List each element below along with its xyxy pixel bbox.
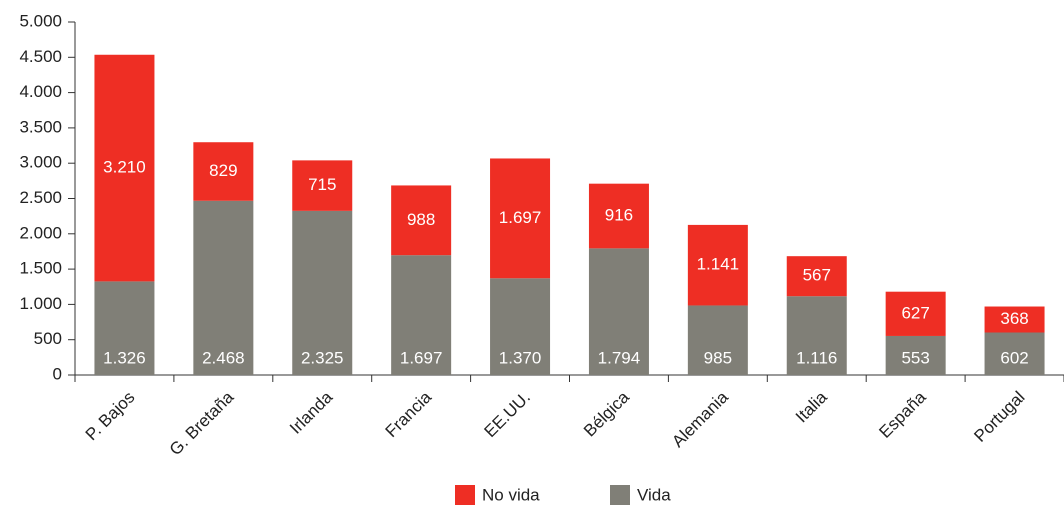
value-label: 1.116 — [796, 348, 837, 367]
y-tick-label: 4.000 — [19, 82, 62, 101]
x-tick-label: EE.UU. — [481, 388, 535, 442]
value-label: 602 — [1000, 348, 1028, 367]
bar-segment — [984, 306, 1045, 333]
bar-segment — [588, 183, 649, 249]
x-tick-label: Irlanda — [286, 387, 337, 438]
bar-segment — [490, 158, 551, 279]
bar-segment — [786, 296, 847, 375]
value-label: 1.370 — [499, 348, 542, 367]
value-label: 368 — [1000, 309, 1028, 328]
y-tick-label: 1.500 — [19, 259, 62, 278]
value-label: 829 — [209, 161, 237, 180]
legend-swatch — [455, 485, 475, 505]
value-label: 553 — [901, 348, 929, 367]
y-tick-label: 2.500 — [19, 188, 62, 207]
bar-segment — [193, 142, 254, 201]
value-label: 627 — [901, 303, 929, 322]
value-label: 3.210 — [103, 158, 146, 177]
value-label: 1.326 — [103, 348, 146, 367]
bar-segment — [391, 185, 452, 256]
bar-segment — [687, 305, 748, 375]
legend-label: Vida — [637, 485, 671, 504]
bar-segment — [687, 224, 748, 306]
y-tick-label: 5.000 — [19, 11, 62, 30]
value-label: 1.141 — [697, 255, 740, 274]
bar-segment — [391, 255, 452, 375]
bar-segment — [786, 256, 847, 297]
bar-segment — [984, 332, 1045, 375]
value-label: 988 — [407, 210, 435, 229]
y-tick-label: 4.500 — [19, 47, 62, 66]
y-tick-label: 1.000 — [19, 294, 62, 313]
bar-segment — [885, 291, 946, 336]
bar-segment — [490, 278, 551, 375]
value-label: 1.697 — [400, 348, 443, 367]
value-label: 2.468 — [202, 348, 245, 367]
x-tick-label: Alemania — [668, 387, 732, 451]
value-label: 1.794 — [598, 348, 641, 367]
y-tick-label: 3.500 — [19, 117, 62, 136]
value-label: 1.697 — [499, 208, 542, 227]
x-tick-label: P. Bajos — [82, 388, 139, 445]
bar-segment — [94, 281, 155, 375]
bar-segment — [292, 210, 353, 375]
x-tick-label: Italia — [792, 387, 831, 426]
value-label: 567 — [803, 266, 831, 285]
x-tick-label: G. Bretaña — [166, 387, 238, 459]
y-tick-label: 0 — [53, 364, 62, 383]
x-tick-label: Portugal — [970, 388, 1028, 446]
legend-label: No vida — [482, 485, 540, 504]
bar-segment — [292, 160, 353, 211]
legend-swatch — [610, 485, 630, 505]
value-label: 715 — [308, 175, 336, 194]
value-label: 2.325 — [301, 348, 344, 367]
bar-segment — [588, 248, 649, 375]
x-tick-label: España — [875, 387, 930, 442]
y-tick-label: 3.000 — [19, 153, 62, 172]
x-tick-label: Francia — [382, 387, 436, 441]
x-tick-label: Bélgica — [580, 387, 633, 440]
y-tick-label: 2.000 — [19, 223, 62, 242]
bar-segment — [94, 54, 155, 282]
bar-segment — [885, 335, 946, 375]
value-label: 985 — [704, 348, 732, 367]
y-tick-label: 500 — [34, 329, 62, 348]
value-label: 916 — [605, 205, 633, 224]
bar-segment — [193, 200, 254, 375]
